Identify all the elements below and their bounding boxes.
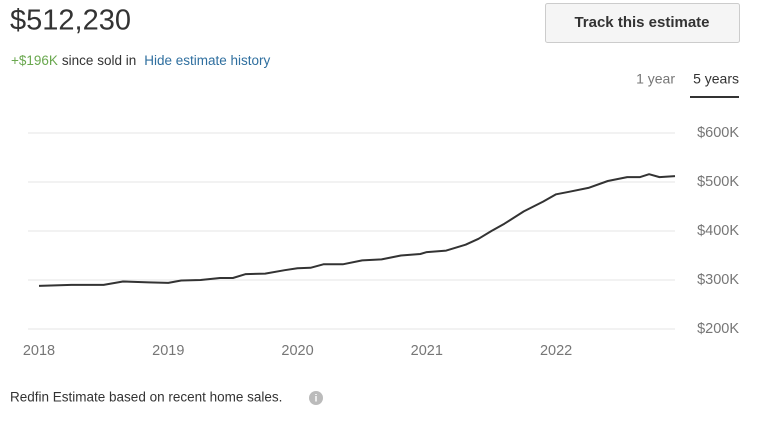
price: $512,230	[10, 5, 131, 37]
tab-underline	[690, 96, 739, 98]
y-tick-label: $200K	[697, 321, 739, 337]
y-tick-label: $500K	[697, 174, 739, 190]
track-button-label[interactable]: Track this estimate	[574, 14, 709, 31]
change-line: +$196K since sold in Hide estimate history	[11, 53, 271, 68]
x-tick-label: 2022	[540, 343, 572, 359]
tab-active[interactable]: 5 years	[693, 71, 739, 87]
x-tick-label: 2021	[411, 343, 443, 359]
footer-note: Redfin Estimate based on recent home sal…	[10, 390, 282, 405]
x-tick-label: 2019	[152, 343, 184, 359]
estimate-line	[38, 173, 676, 287]
history-link[interactable]: Hide estimate history	[144, 53, 270, 68]
change-text: since sold in	[62, 53, 136, 68]
info-icon-glyph: i	[315, 394, 318, 405]
x-tick-label: 2020	[281, 343, 313, 359]
info-icon[interactable]	[309, 391, 323, 405]
y-tick-label: $300K	[697, 272, 739, 288]
tab[interactable]: 1 year	[636, 71, 675, 87]
change: +$196K	[11, 53, 58, 68]
track-button[interactable]	[545, 3, 740, 43]
y-tick-label: $400K	[697, 223, 739, 239]
y-tick-label: $600K	[697, 125, 739, 141]
x-tick-label: 2018	[23, 343, 55, 359]
